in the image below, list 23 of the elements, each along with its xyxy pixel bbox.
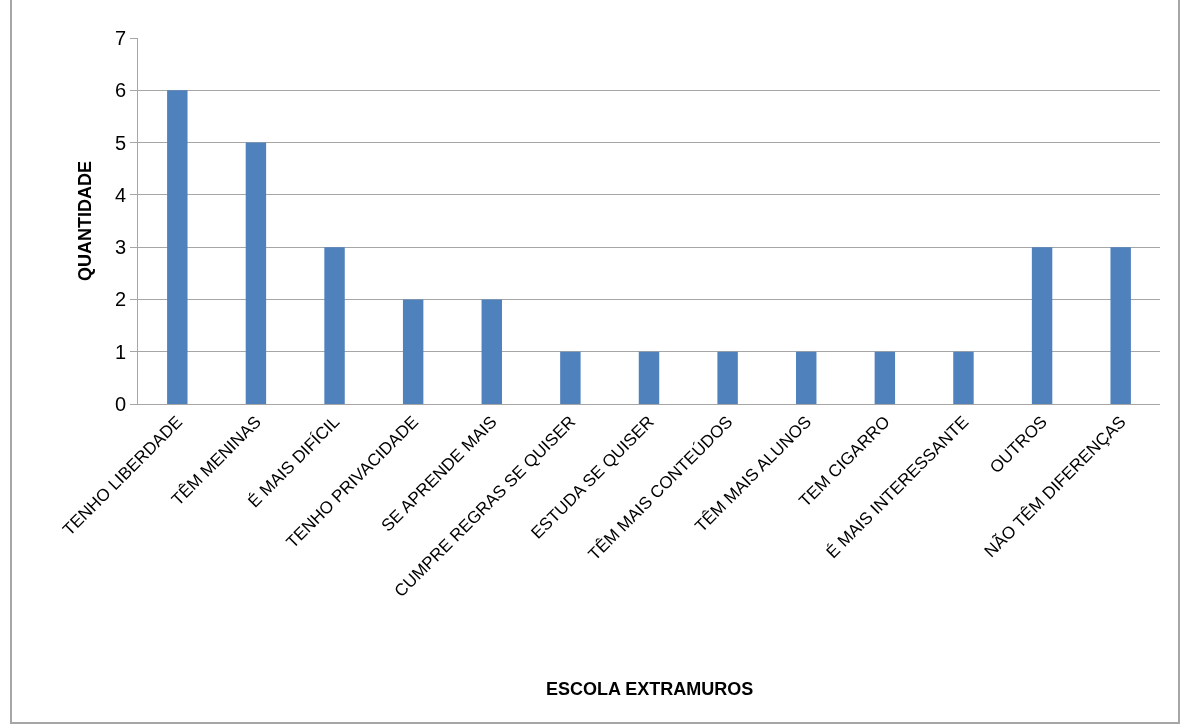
bar	[717, 351, 738, 404]
bar	[638, 351, 660, 404]
bar	[560, 351, 581, 404]
bar	[324, 247, 345, 404]
y-tick-label: 7	[114, 27, 126, 49]
bar	[874, 351, 896, 404]
y-tick-label: 2	[114, 288, 126, 311]
y-tick-label: 6	[114, 79, 126, 102]
bar	[1110, 247, 1131, 404]
bar	[953, 351, 974, 404]
y-tick-label: 1	[114, 340, 126, 363]
bar	[245, 142, 267, 404]
bar	[402, 299, 424, 404]
y-tick-label: 3	[114, 236, 126, 259]
bar	[796, 351, 817, 404]
y-tick-label: 5	[114, 131, 126, 154]
y-axis-title: QUANTIDADE	[75, 161, 96, 281]
bar	[1031, 247, 1053, 404]
bar	[481, 299, 502, 404]
bar	[167, 90, 188, 404]
y-tick-label: 0	[114, 393, 126, 415]
x-axis-title: ESCOLA EXTRAMUROS	[546, 679, 754, 699]
y-tick-label: 4	[114, 183, 126, 206]
